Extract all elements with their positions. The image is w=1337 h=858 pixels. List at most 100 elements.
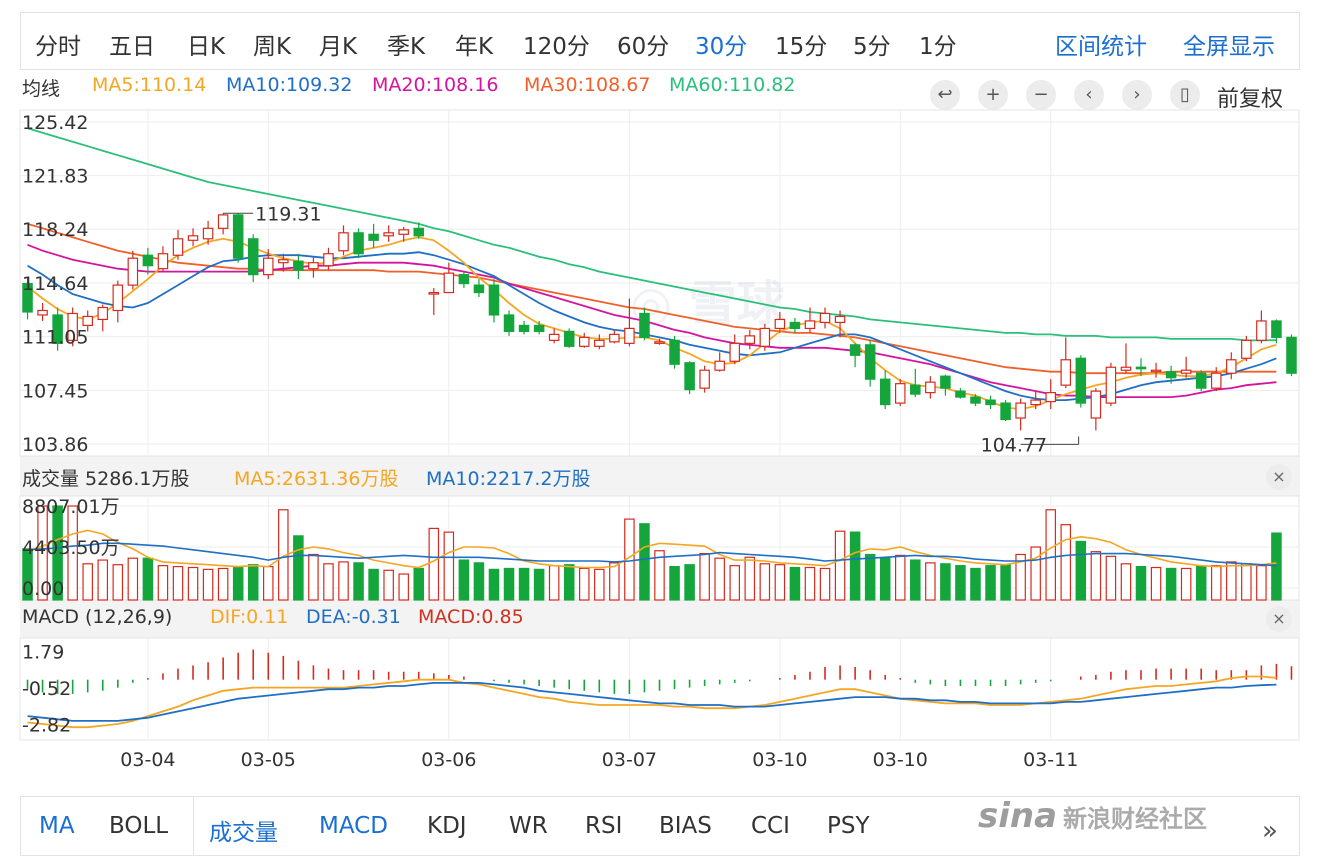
price-tick-1: 121.83 [22,166,88,188]
candle-icon[interactable]: ▯ [1170,80,1200,110]
volume-bar-47 [729,565,740,601]
candle-body-2 [52,314,63,344]
volume-bar-81 [1241,563,1252,601]
tab-period-8[interactable]: 60分 [617,34,670,60]
volume-bar-55 [849,531,861,601]
candle-body-82 [1256,320,1267,341]
watermark-text: 新浪财经社区 [1063,805,1208,833]
fullscreen-link[interactable]: 全屏显示 [1183,34,1275,60]
tab-period-9[interactable]: 30分 [695,34,748,60]
candle-body-79 [1210,372,1222,389]
fq-toggle[interactable]: 前复权 [1217,87,1284,112]
high-marker-label: 119.31 [255,203,321,225]
volume-bar-34 [533,568,545,601]
volume-bar-49 [759,563,771,601]
tab-period-7[interactable]: 120分 [523,34,590,60]
price-tick-6: 103.86 [22,434,88,456]
tab-period-6[interactable]: 年K [455,34,494,60]
macd-value: MACD:0.85 [418,606,524,628]
undo-icon[interactable]: ↩ [930,80,960,110]
macd-dea-line [27,682,1277,722]
candle-body-70 [1075,357,1087,404]
indicator-tab-ma[interactable]: MA [39,813,75,839]
indicator-tab-5[interactable]: BIAS [659,813,712,839]
macd-close-icon[interactable]: × [1266,606,1292,632]
volume-bar-1 [37,505,48,601]
sina-logo: sina [978,796,1058,836]
indicator-tab-1[interactable]: MACD [319,813,388,839]
tab-period-10[interactable]: 15分 [775,34,828,60]
volume-bar-40 [624,518,635,601]
indicator-tab-boll[interactable]: BOLL [109,813,169,839]
candle-body-31 [488,284,500,316]
candle-body-27 [428,291,440,295]
candle-body-80 [1226,359,1237,374]
volume-bar-19 [308,553,319,601]
volume-bar-22 [353,562,364,601]
candle-body-60 [925,381,936,394]
more-icon[interactable]: » [1262,816,1278,846]
range-stats-link[interactable]: 区间统计 [1055,34,1147,60]
x-tick-label-3: 03-07 [602,749,657,771]
sina-watermark: sina 新浪财经社区 [978,796,1207,836]
candle-body-71 [1090,390,1102,419]
tab-divider [193,797,194,855]
volume-bar-75 [1150,566,1162,601]
candle-body-83 [1271,320,1282,338]
indicator-tab-7[interactable]: PSY [827,813,870,839]
ma-line-ma10 [27,251,1277,401]
volume-bar-14 [232,566,244,601]
price-tick-2: 118.24 [22,219,88,241]
volume-bar-4 [82,563,93,601]
candle-body-73 [1120,366,1132,371]
volume-bar-42 [654,550,665,601]
x-tick-label-2: 03-06 [421,749,476,771]
candle-body-81 [1241,339,1252,359]
indicator-tab-4[interactable]: RSI [585,813,623,839]
volume-bar-29 [458,559,470,601]
low-marker-label: 104.77 [981,434,1047,456]
chevron-left-icon[interactable]: ‹ [1074,80,1104,110]
indicator-tab-0[interactable]: 成交量 [209,820,278,846]
volume-close-icon[interactable]: × [1266,464,1292,490]
tab-period-4[interactable]: 月K [319,34,358,60]
tab-period-12[interactable]: 1分 [919,34,957,60]
volume-bar-11 [187,566,199,601]
volume-bar-79 [1210,565,1222,601]
volume-bar-54 [834,530,846,601]
indicator-tab-3[interactable]: WR [509,813,548,839]
indicator-tab-2[interactable]: KDJ [427,813,467,839]
macd-tick-2: -2.82 [22,714,71,736]
macd-header-band [20,600,1300,638]
tab-period-11[interactable]: 5分 [853,34,891,60]
tab-period-2[interactable]: 日K [187,34,226,60]
indicator-tab-6[interactable]: CCI [751,813,790,839]
candle-body-5 [97,306,109,321]
volume-bar-21 [338,561,349,601]
candle-body-7 [127,257,139,286]
chevron-right-icon[interactable]: › [1122,80,1152,110]
tab-period-3[interactable]: 周K [253,34,292,60]
candle-body-8 [142,254,154,267]
tab-period-5[interactable]: 季K [387,34,426,60]
candle-body-16 [263,257,274,276]
zoom-out-icon[interactable]: − [1026,80,1056,110]
volume-bar-6 [112,564,124,601]
volume-bar-16 [263,565,274,601]
candle-body-14 [232,214,244,259]
candle-body-15 [247,238,259,276]
zoom-in-icon[interactable]: + [978,80,1008,110]
volume-bar-8 [142,557,154,601]
candle-body-9 [157,253,169,270]
macd-tick-1: -0.52 [22,678,71,700]
candle-body-45 [699,369,710,389]
tab-period-1[interactable]: 五日 [109,34,155,60]
volume-bar-64 [985,565,996,601]
volume-bar-17 [278,509,289,601]
tab-period-0[interactable]: 分时 [35,34,81,60]
candle-body-25 [398,229,409,235]
ma-label: 均线 [22,78,61,100]
volume-bar-68 [1045,509,1056,601]
volume-bar-45 [699,552,710,601]
